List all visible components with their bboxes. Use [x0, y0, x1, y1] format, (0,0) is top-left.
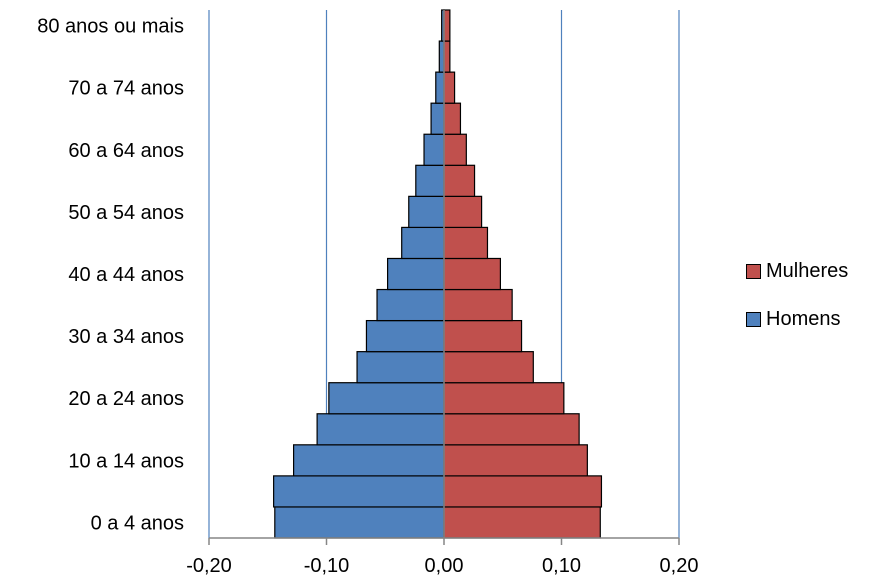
y-tick-label: 20 a 24 anos	[68, 388, 184, 410]
bar-mulheres-7	[443, 288, 513, 322]
bar-homens-4	[328, 382, 445, 415]
x-tick-labels: -0,20 -0,10 0,00 0,10 0,20	[186, 555, 698, 577]
bar-homens-5	[356, 351, 445, 384]
bar-homens-14	[435, 71, 445, 104]
y-tick-label: 40 a 44 anos	[68, 264, 184, 286]
bar-mulheres-0	[443, 506, 601, 539]
y-tick-label: 80 anos ou mais	[37, 16, 184, 38]
bar-homens-11	[415, 164, 445, 197]
axes	[208, 10, 680, 545]
x-tick-label: -0,20	[186, 555, 232, 577]
bar-mulheres-10	[443, 195, 483, 229]
legend-label-mulheres: Mulheres	[766, 259, 849, 282]
bar-mulheres-4	[443, 382, 565, 415]
y-tick-label: 70 a 74 anos	[68, 78, 184, 100]
bar-mulheres-1	[443, 475, 603, 508]
y-tick-label: 60 a 64 anos	[68, 140, 184, 162]
bar-homens-6	[365, 319, 445, 353]
bar-mulheres-2	[443, 444, 588, 477]
bar-mulheres-6	[443, 319, 523, 353]
y-tick-label: 10 a 14 anos	[68, 450, 184, 472]
bar-homens-9	[401, 226, 445, 260]
legend-swatch-mulheres	[746, 263, 761, 279]
bars	[273, 9, 603, 539]
bar-mulheres-12	[443, 133, 467, 166]
bar-mulheres-9	[443, 226, 489, 260]
x-tick-label: 0,20	[660, 555, 699, 577]
bar-mulheres-14	[443, 71, 456, 104]
y-tick-label: 50 a 54 anos	[68, 202, 184, 224]
bar-homens-13	[430, 102, 445, 135]
bar-homens-7	[376, 288, 445, 322]
bar-mulheres-11	[443, 164, 476, 197]
bar-homens-0	[274, 506, 445, 539]
x-tick-label: 0,10	[542, 555, 581, 577]
bar-mulheres-15	[443, 40, 451, 73]
bar-mulheres-5	[443, 351, 534, 384]
bar-homens-12	[423, 133, 445, 166]
legend: Mulheres Homens	[746, 258, 848, 354]
bar-homens-3	[316, 413, 445, 446]
legend-item-mulheres: Mulheres	[746, 258, 848, 284]
bar-homens-10	[408, 195, 445, 229]
bar-mulheres-8	[443, 257, 502, 291]
x-tick-label: 0,00	[425, 555, 464, 577]
bar-homens-1	[273, 475, 445, 508]
legend-swatch-homens	[746, 311, 761, 327]
x-tick-label: -0,10	[304, 555, 350, 577]
legend-item-homens: Homens	[746, 306, 848, 332]
bar-mulheres-13	[443, 102, 462, 135]
y-tick-label: 0 a 4 anos	[91, 512, 184, 534]
bar-homens-2	[293, 444, 445, 477]
bar-homens-8	[387, 257, 445, 291]
y-tick-labels: 0 a 4 anos 10 a 14 anos 20 a 24 anos 30 a 3…	[37, 16, 184, 535]
bar-mulheres-16	[443, 9, 451, 42]
legend-label-homens: Homens	[766, 307, 841, 330]
y-tick-label: 30 a 34 anos	[68, 326, 184, 348]
bar-mulheres-3	[443, 413, 580, 446]
